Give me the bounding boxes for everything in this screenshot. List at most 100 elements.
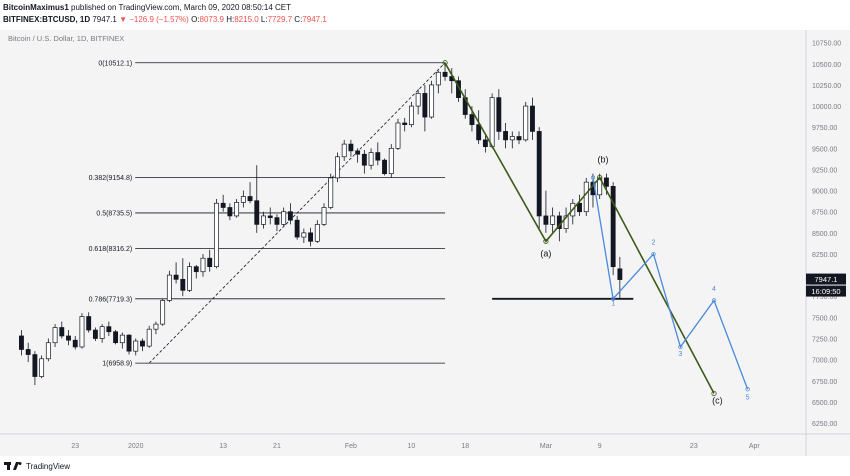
impulse-wave-label: 1 — [611, 301, 615, 308]
candle-body-down — [543, 215, 549, 225]
candle-body-down — [274, 217, 280, 225]
price-tick-label: 10000.00 — [812, 104, 841, 111]
wave-point[interactable] — [711, 390, 717, 397]
fibonacci-retracement[interactable]: 0(10512.1) 0.382(9154.8) 0.5(8735.5) 0.618(… — [89, 60, 634, 368]
candle-body-down — [126, 334, 132, 352]
author-name[interactable]: BitcoinMaximus1 — [3, 3, 69, 12]
price-tick-label: 9000.00 — [812, 189, 837, 196]
candle-body-down — [536, 131, 542, 217]
candle-body-down — [19, 335, 24, 350]
candle — [32, 351, 38, 385]
impulse-wave-line[interactable] — [592, 177, 749, 390]
brand-name[interactable]: TradingView — [26, 461, 71, 471]
wave-point[interactable] — [543, 238, 549, 244]
price-axis[interactable]: 10750.00 10500.00 10250.00 10000.00 9750.00 9… — [812, 41, 841, 428]
candle — [79, 313, 85, 349]
candle-body-down — [361, 153, 367, 166]
candle-body-up — [52, 327, 58, 344]
current-price-label: 7947.1 — [815, 275, 838, 284]
abc-wave-label: (a) — [540, 249, 551, 259]
candle — [429, 80, 435, 119]
candle-body-down — [516, 136, 522, 141]
trend-line-group[interactable] — [148, 62, 446, 364]
candle-body-up — [489, 97, 495, 147]
candle-body-up — [523, 105, 529, 141]
candle-body-up — [563, 215, 569, 229]
abc-wave-line[interactable] — [444, 62, 715, 394]
high-value: 8215.0 — [234, 15, 259, 24]
candle-body-down — [180, 278, 186, 291]
close-value: 7947.1 — [302, 15, 327, 24]
candle-body-down — [294, 219, 300, 238]
wave-point[interactable] — [590, 175, 596, 180]
candle-body-down — [72, 339, 78, 348]
time-tick-label: 18 — [461, 443, 469, 450]
candle — [335, 152, 340, 183]
time-tick-label: 10 — [408, 443, 416, 450]
impulse-wave-label: 4 — [712, 286, 716, 293]
footer: TradingView — [0, 456, 850, 476]
wave-point[interactable] — [711, 298, 717, 303]
wave-point[interactable] — [610, 296, 616, 301]
candle-body-up — [328, 177, 334, 208]
candle — [261, 211, 266, 229]
last-price: 7947.1 — [92, 15, 117, 24]
price-chart[interactable]: Bitcoin / U.S. Dollar, 1D, BITFINEX 1075… — [0, 30, 850, 456]
candle-body-up — [187, 266, 192, 291]
impulse-wave-label: 3 — [678, 351, 682, 358]
candle-body-up — [435, 71, 441, 86]
candle-body-down — [267, 215, 273, 218]
candle-body-up — [335, 156, 340, 179]
tradingview-logo-icon[interactable] — [4, 461, 22, 471]
candle-body-down — [469, 114, 475, 126]
candle-body-down — [32, 354, 38, 377]
candle-body-down — [86, 316, 92, 331]
candle — [59, 321, 65, 339]
time-axis[interactable]: 23 2020 13 21 Feb 10 18 Mar 9 23 Apr — [71, 443, 760, 450]
candle-body-down — [375, 152, 381, 161]
candle — [314, 220, 320, 243]
candle — [19, 330, 24, 356]
wave-point[interactable] — [678, 344, 683, 350]
price-tick-label: 10250.00 — [812, 83, 841, 90]
candle — [207, 249, 213, 272]
candle-body-up — [429, 84, 435, 118]
candle-body-down — [348, 143, 354, 152]
candle-body-up — [509, 136, 515, 141]
wave-point[interactable] — [651, 251, 656, 257]
fib-level-label: 0.382(9154.8) — [89, 175, 133, 182]
trend-line[interactable] — [148, 62, 446, 364]
wave-point[interactable] — [597, 174, 603, 181]
candle-body-down — [355, 150, 361, 155]
candle-body-up — [200, 257, 206, 273]
candle-body-up — [99, 326, 105, 339]
candle — [388, 144, 394, 178]
impulse-wave-label: 2 — [652, 240, 656, 247]
candle — [234, 199, 240, 218]
fib-level-label: 0(10512.1) — [98, 60, 132, 67]
candle-body-up — [39, 358, 45, 377]
candle-body-up — [45, 342, 51, 360]
candle — [516, 131, 522, 145]
chart-area[interactable]: Bitcoin / U.S. Dollar, 1D, BITFINEX 1075… — [0, 30, 850, 456]
candle — [200, 253, 206, 277]
wave-point[interactable] — [745, 387, 750, 392]
candle-body-up — [240, 196, 246, 203]
candle — [180, 258, 186, 297]
candle-body-down — [503, 131, 508, 141]
candle — [610, 182, 616, 276]
time-tick-label: 13 — [219, 443, 227, 450]
candle — [530, 97, 535, 140]
candle-body-down — [254, 200, 260, 225]
time-tick-label: Feb — [345, 443, 357, 450]
price-tick-label: 7250.00 — [812, 336, 837, 343]
price-tick-label: 7500.00 — [812, 315, 837, 322]
publish-line: BitcoinMaximus1 published on TradingView… — [3, 3, 291, 13]
down-arrow-icon: ▼ — [119, 15, 127, 24]
candle — [308, 227, 314, 247]
candle — [563, 207, 569, 233]
price-tick-label: 6500.00 — [812, 400, 837, 407]
elliott-wave-group[interactable]: (a) (b) (c) 1 2 3 4 5 — [442, 60, 750, 406]
time-tick-label: Mar — [540, 443, 553, 450]
wave-point[interactable] — [442, 60, 448, 66]
